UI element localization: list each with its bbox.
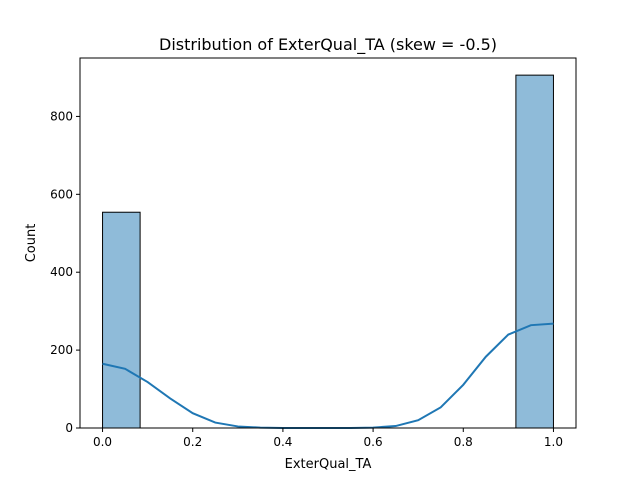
- y-axis-label: Count: [24, 224, 39, 263]
- x-tick-label: 0.4: [273, 435, 292, 449]
- x-tick-label: 0.6: [364, 435, 383, 449]
- x-tick-label: 1.0: [544, 435, 563, 449]
- x-tick-label: 0.2: [183, 435, 202, 449]
- chart-title: Distribution of ExterQual_TA (skew = -0.…: [159, 35, 497, 55]
- y-tick-label: 400: [50, 265, 73, 279]
- histogram-bar: [102, 211, 141, 429]
- x-tick-label: 0.0: [93, 435, 112, 449]
- y-tick-label: 0: [65, 421, 73, 435]
- y-tick-label: 800: [50, 109, 73, 123]
- plot-frame: [79, 57, 577, 429]
- histogram-bar: [515, 74, 554, 429]
- x-axis-ticks: 0.0 0.2 0.4 0.6 0.8 1.0: [93, 428, 563, 449]
- y-axis-ticks: 0 200 400 600 800: [50, 109, 80, 435]
- histogram-bars: [102, 74, 554, 429]
- x-tick-label: 0.8: [454, 435, 473, 449]
- y-tick-label: 200: [50, 343, 73, 357]
- x-axis-label: ExterQual_TA: [285, 457, 372, 472]
- y-tick-label: 600: [50, 187, 73, 201]
